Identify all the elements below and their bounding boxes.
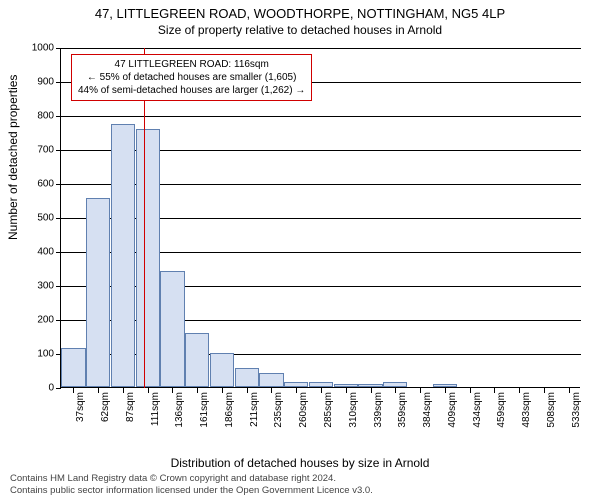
x-tick-mark [445, 388, 446, 393]
x-tick-label: 136sqm [174, 392, 185, 432]
chart-container: 0100200300400500600700800900100037sqm62s… [60, 48, 580, 428]
x-tick-mark [98, 388, 99, 393]
y-tick-label: 800 [14, 111, 54, 122]
x-tick-label: 310sqm [348, 392, 359, 432]
x-tick-label: 161sqm [199, 392, 210, 432]
footer-attribution: Contains HM Land Registry data © Crown c… [10, 473, 373, 496]
x-tick-label: 508sqm [546, 392, 557, 432]
y-tick-mark [56, 116, 61, 117]
x-tick-mark [420, 388, 421, 393]
plot-area: 0100200300400500600700800900100037sqm62s… [60, 48, 580, 388]
histogram-bar [259, 373, 283, 387]
y-tick-label: 700 [14, 145, 54, 156]
x-tick-label: 111sqm [150, 392, 161, 432]
x-tick-label: 434sqm [472, 392, 483, 432]
x-tick-mark [222, 388, 223, 393]
y-tick-label: 400 [14, 247, 54, 258]
x-tick-label: 260sqm [298, 392, 309, 432]
x-tick-label: 359sqm [397, 392, 408, 432]
chart-title-sub: Size of property relative to detached ho… [0, 21, 600, 37]
histogram-bar [309, 382, 333, 387]
x-tick-mark [321, 388, 322, 393]
histogram-bar [433, 384, 457, 387]
y-tick-label: 900 [14, 77, 54, 88]
y-tick-mark [56, 388, 61, 389]
histogram-bar [160, 271, 184, 387]
y-tick-mark [56, 82, 61, 83]
x-axis-label: Distribution of detached houses by size … [0, 456, 600, 470]
x-tick-mark [148, 388, 149, 393]
y-tick-mark [56, 320, 61, 321]
histogram-bar [383, 382, 407, 387]
x-tick-mark [123, 388, 124, 393]
histogram-bar [111, 124, 135, 388]
y-tick-label: 600 [14, 179, 54, 190]
x-tick-mark [519, 388, 520, 393]
x-tick-mark [470, 388, 471, 393]
x-tick-mark [346, 388, 347, 393]
annotation-box: 47 LITTLEGREEN ROAD: 116sqm← 55% of deta… [71, 54, 312, 101]
x-tick-mark [247, 388, 248, 393]
x-tick-label: 483sqm [521, 392, 532, 432]
x-tick-label: 533sqm [571, 392, 582, 432]
grid-line [61, 116, 581, 117]
histogram-bar [185, 333, 209, 387]
x-tick-label: 211sqm [249, 392, 260, 432]
histogram-bar [334, 384, 358, 387]
x-tick-label: 87sqm [125, 392, 136, 432]
histogram-bar [210, 353, 234, 387]
x-tick-label: 62sqm [100, 392, 111, 432]
histogram-bar [358, 384, 382, 387]
y-tick-label: 200 [14, 315, 54, 326]
histogram-bar [61, 348, 85, 387]
x-tick-label: 285sqm [323, 392, 334, 432]
x-tick-mark [569, 388, 570, 393]
grid-line [61, 48, 581, 49]
histogram-bar [86, 198, 110, 387]
y-tick-mark [56, 252, 61, 253]
footer-line1: Contains HM Land Registry data © Crown c… [10, 473, 373, 484]
x-tick-label: 235sqm [273, 392, 284, 432]
x-tick-label: 339sqm [373, 392, 384, 432]
histogram-bar [235, 368, 259, 387]
x-tick-mark [544, 388, 545, 393]
x-tick-mark [371, 388, 372, 393]
histogram-bar [284, 382, 308, 387]
y-tick-label: 0 [14, 383, 54, 394]
y-tick-mark [56, 184, 61, 185]
x-tick-label: 37sqm [75, 392, 86, 432]
chart-title-main: 47, LITTLEGREEN ROAD, WOODTHORPE, NOTTIN… [0, 0, 600, 21]
y-tick-label: 1000 [14, 43, 54, 54]
annotation-line: ← 55% of detached houses are smaller (1,… [78, 71, 305, 84]
annotation-line: 47 LITTLEGREEN ROAD: 116sqm [78, 58, 305, 71]
y-tick-mark [56, 218, 61, 219]
x-tick-label: 409sqm [447, 392, 458, 432]
y-tick-mark [56, 286, 61, 287]
y-tick-mark [56, 150, 61, 151]
histogram-bar [136, 129, 160, 387]
x-tick-label: 384sqm [422, 392, 433, 432]
annotation-line: 44% of semi-detached houses are larger (… [78, 84, 305, 97]
x-tick-label: 186sqm [224, 392, 235, 432]
y-tick-mark [56, 48, 61, 49]
footer-line2: Contains public sector information licen… [10, 485, 373, 496]
y-tick-label: 300 [14, 281, 54, 292]
y-tick-label: 500 [14, 213, 54, 224]
x-tick-label: 459sqm [496, 392, 507, 432]
y-tick-label: 100 [14, 349, 54, 360]
